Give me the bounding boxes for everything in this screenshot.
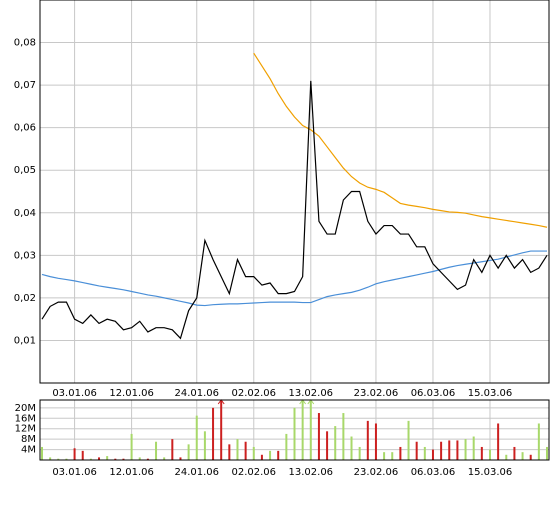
x-tick-label: 03.01.06 bbox=[52, 467, 97, 478]
volume-bar bbox=[431, 449, 434, 460]
volume-bar bbox=[285, 433, 288, 460]
volume-bar bbox=[228, 444, 231, 460]
x-tick-label: 13.02.06 bbox=[289, 467, 334, 478]
volume-bar bbox=[187, 444, 190, 460]
volume-bar bbox=[342, 413, 345, 460]
y-tick-label: 0,04 bbox=[14, 208, 36, 219]
volume-bar bbox=[366, 420, 369, 460]
x-tick-label: 02.02.06 bbox=[232, 467, 277, 478]
volume-bar bbox=[399, 446, 402, 460]
x-tick-label: 23.02.06 bbox=[354, 388, 399, 399]
volume-bar bbox=[122, 458, 125, 460]
x-tick-label: 13.02.06 bbox=[289, 388, 334, 399]
x-tick-label: 12.01.06 bbox=[109, 467, 154, 478]
y-tick-label: 8M bbox=[21, 434, 36, 445]
x-tick-label: 06.03.06 bbox=[411, 467, 456, 478]
volume-bar bbox=[244, 441, 247, 460]
volume-bar bbox=[114, 458, 117, 460]
y-tick-label: 0,02 bbox=[14, 293, 36, 304]
y-tick-label: 16M bbox=[15, 413, 36, 424]
volume-bar bbox=[301, 400, 304, 460]
volume-bar bbox=[546, 446, 548, 460]
volume-bar bbox=[374, 423, 377, 460]
volume-bar bbox=[171, 439, 174, 460]
x-tick-label: 12.01.06 bbox=[109, 388, 154, 399]
volume-bar bbox=[277, 450, 280, 460]
volume-bar bbox=[236, 439, 239, 460]
volume-bar bbox=[220, 400, 223, 460]
x-tick-label: 23.02.06 bbox=[354, 467, 399, 478]
y-tick-label: 0,08 bbox=[14, 38, 36, 49]
volume-bar bbox=[440, 441, 443, 460]
volume-bar bbox=[73, 448, 76, 460]
y-tick-label: 0,07 bbox=[14, 80, 36, 91]
volume-bar bbox=[130, 433, 133, 460]
volume-bar bbox=[89, 458, 92, 460]
volume-bar bbox=[41, 446, 43, 460]
y-tick-label: 4M bbox=[21, 445, 36, 456]
volume-bar bbox=[65, 458, 68, 460]
volume-bar bbox=[391, 452, 394, 460]
price-line bbox=[253, 52, 548, 228]
y-tick-label: 0,06 bbox=[14, 123, 36, 134]
volume-bar bbox=[203, 431, 206, 460]
plot-frame bbox=[39, 0, 550, 384]
volume-bar bbox=[488, 449, 491, 460]
volume-bar bbox=[334, 426, 337, 460]
volume-bar bbox=[537, 423, 540, 460]
volume-bar bbox=[423, 446, 426, 460]
x-tick-label: 06.03.06 bbox=[411, 388, 456, 399]
volume-bar bbox=[415, 441, 418, 460]
volume-bar bbox=[383, 452, 386, 460]
volume-bar bbox=[505, 454, 508, 460]
volume-bar bbox=[497, 423, 500, 460]
volume-bar bbox=[521, 452, 524, 460]
x-tick-label: 15.03.06 bbox=[468, 467, 513, 478]
y-tick-label: 0,03 bbox=[14, 250, 36, 261]
volume-bar bbox=[155, 441, 158, 460]
y-tick-label: 0,01 bbox=[14, 335, 36, 346]
x-tick-label: 02.02.06 bbox=[232, 388, 277, 399]
price-line bbox=[41, 250, 547, 307]
volume-bar bbox=[529, 454, 532, 460]
volume-bar bbox=[269, 450, 272, 460]
y-tick-label: 12M bbox=[15, 424, 36, 435]
volume-bar bbox=[472, 436, 475, 460]
volume-bar bbox=[309, 400, 312, 460]
volume-bar bbox=[350, 436, 353, 460]
plot-frame bbox=[39, 399, 550, 461]
volume-bar bbox=[81, 450, 84, 460]
x-tick-label: 24.01.06 bbox=[174, 467, 219, 478]
volume-bar bbox=[326, 431, 329, 460]
x-tick-label: 03.01.06 bbox=[52, 388, 97, 399]
volume-bar bbox=[317, 413, 320, 460]
volume-bar bbox=[138, 457, 141, 460]
x-tick-label: 24.01.06 bbox=[174, 388, 219, 399]
volume-bar bbox=[252, 446, 255, 460]
volume-bar bbox=[480, 446, 483, 460]
volume-bar bbox=[98, 457, 101, 460]
volume-bar bbox=[163, 457, 166, 460]
volume-bar bbox=[57, 458, 60, 460]
volume-bar bbox=[358, 446, 361, 460]
volume-bar bbox=[195, 415, 198, 460]
volume-bar bbox=[260, 454, 263, 460]
volume-bar bbox=[407, 420, 410, 460]
y-tick-label: 20M bbox=[15, 403, 36, 414]
volume-bar bbox=[448, 440, 451, 460]
x-tick-label: 15.03.06 bbox=[468, 388, 513, 399]
volume-bar bbox=[513, 446, 516, 460]
volume-bar bbox=[212, 407, 215, 460]
volume-bar bbox=[464, 439, 467, 460]
volume-bar bbox=[456, 440, 459, 460]
volume-bar bbox=[146, 458, 149, 460]
price-line bbox=[41, 80, 548, 340]
volume-bar bbox=[179, 457, 182, 460]
y-tick-label: 0,05 bbox=[14, 165, 36, 176]
volume-bar bbox=[106, 456, 109, 460]
volume-bar bbox=[49, 457, 52, 460]
volume-bar bbox=[293, 407, 296, 460]
